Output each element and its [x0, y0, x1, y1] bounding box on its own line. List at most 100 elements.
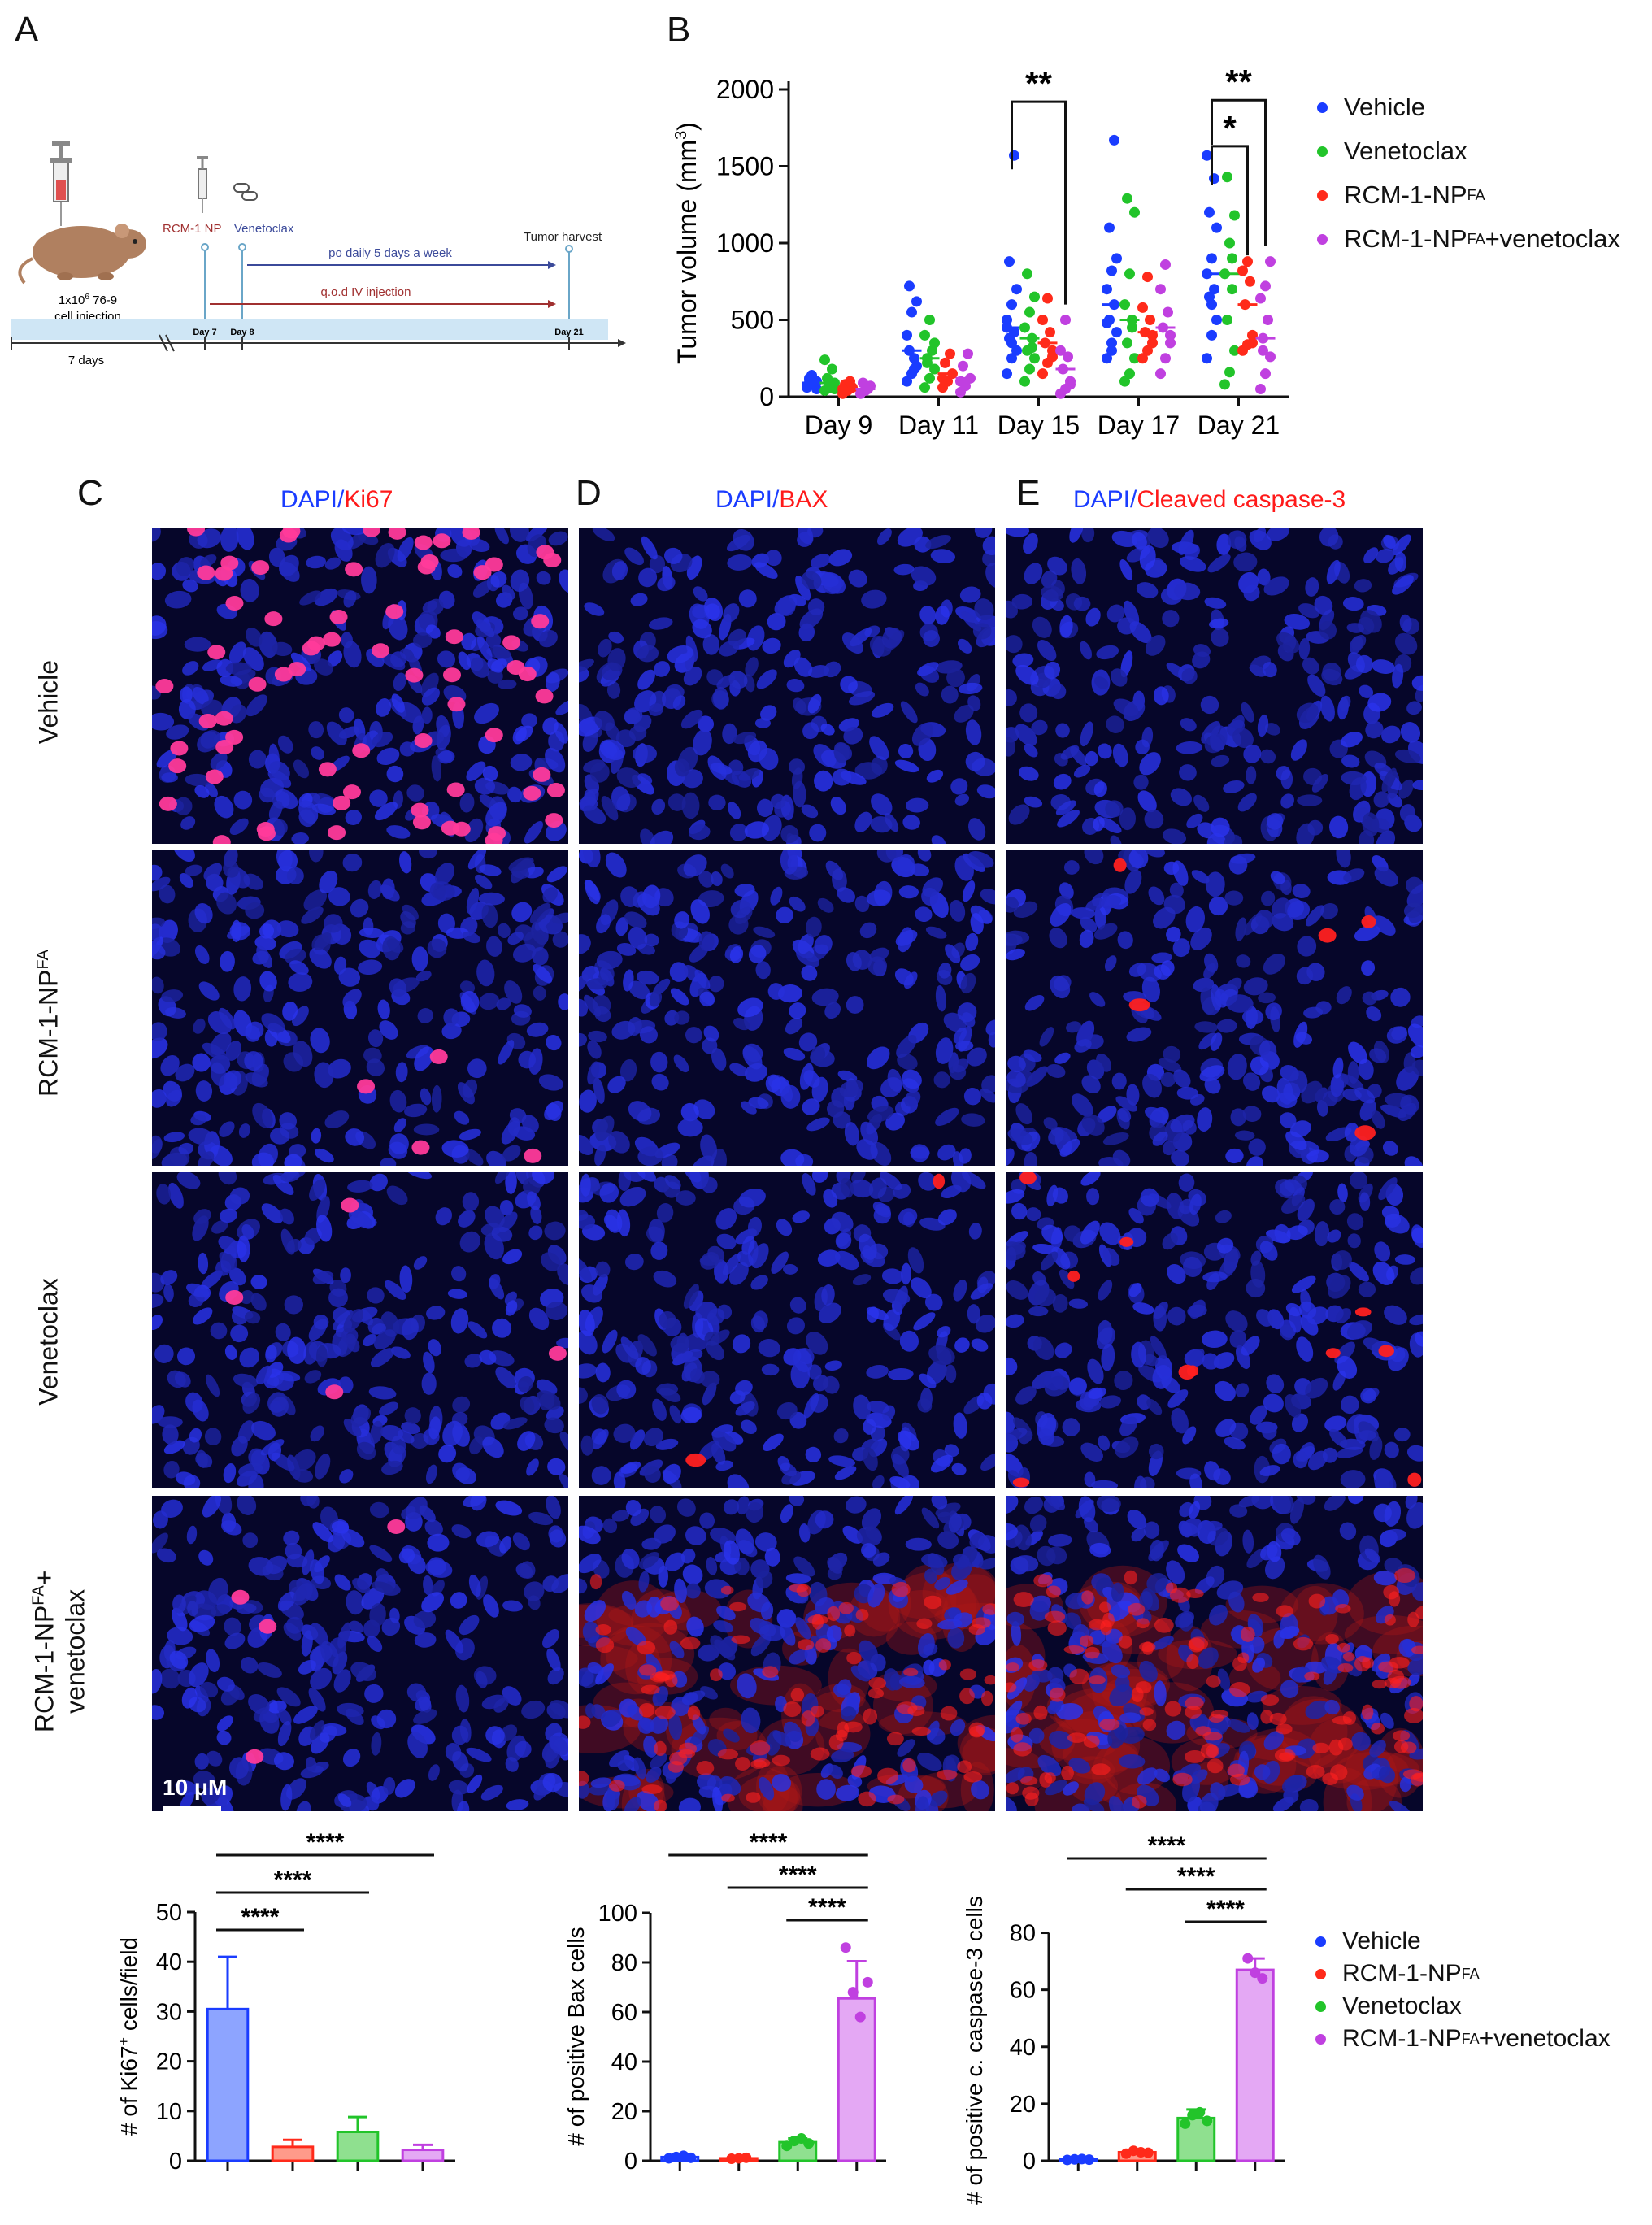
- y-tick-label: 1500: [716, 152, 774, 181]
- data-point-venetoclax: [1224, 367, 1235, 378]
- data-point-vehicle: [1006, 299, 1017, 311]
- data-point-vehicle: [909, 353, 919, 364]
- data-point-vehicle: [1209, 173, 1219, 185]
- data-point-venetoclax: [1127, 315, 1137, 325]
- day8-label: Day 8: [230, 328, 254, 337]
- data-point-venetoclax: [1029, 353, 1040, 364]
- data-point-venetoclax: [819, 354, 830, 366]
- data-point-venetoclax: [1224, 237, 1235, 249]
- data-point-venetoclax: [803, 2138, 815, 2149]
- data-point-venetoclax: [1024, 363, 1035, 375]
- legend-item-vehicle: Vehicle: [1317, 85, 1620, 129]
- y-tick-label: 60: [611, 2000, 637, 2026]
- micrograph-r3-c2: [579, 1172, 995, 1488]
- syringe-icon: [50, 141, 72, 226]
- legend-item-combo: RCM-1-NP FA +venetoclax: [1317, 217, 1620, 261]
- data-point-vehicle: [1002, 368, 1012, 380]
- data-point-venetoclax: [1122, 337, 1132, 349]
- tumor-harvest-label: Tumor harvest: [524, 230, 602, 244]
- data-point-vehicle: [1206, 299, 1217, 311]
- y-tick-label: 80: [611, 1950, 637, 1976]
- data-point-vehicle: [1006, 353, 1017, 364]
- data-point-rcm: [1142, 345, 1153, 356]
- data-point-vehicle: [1106, 265, 1117, 276]
- data-point-vehicle: [1102, 284, 1112, 295]
- data-point-venetoclax: [1229, 210, 1240, 221]
- y-tick-label: 10: [156, 2099, 182, 2125]
- data-point-combo: [1255, 384, 1266, 395]
- data-point-vehicle: [1202, 150, 1212, 161]
- data-point-vehicle: [1109, 134, 1119, 146]
- bar-vehicle: [206, 2007, 250, 2162]
- y-tick-label: 40: [156, 1949, 182, 1975]
- data-point-venetoclax: [924, 372, 935, 384]
- legend-b: Vehicle Venetoclax RCM-1-NP FA RCM-1-NP FA…: [1317, 85, 1620, 261]
- panel-label-c: C: [77, 473, 103, 513]
- data-point-vehicle: [1009, 150, 1019, 161]
- data-point-venetoclax: [1229, 345, 1240, 356]
- data-point-vehicle: [1209, 284, 1219, 295]
- legend-bottom: Vehicle RCM-1-NP FA Venetoclax RCM-1-NP FA…: [1315, 1925, 1611, 2055]
- bar-combo: [401, 2149, 445, 2162]
- y-tick-label: 1000: [716, 228, 774, 258]
- mouse-icon: [18, 224, 146, 285]
- sig-marker: ****: [779, 1862, 817, 1888]
- bar-combo: [1235, 1968, 1275, 2162]
- micrograph-r4-c1: [152, 1496, 568, 1811]
- sig-bracket: [1011, 100, 1067, 305]
- data-point-venetoclax: [1219, 379, 1230, 390]
- seven-days-label: 7 days: [68, 354, 104, 367]
- data-point-venetoclax: [1124, 368, 1135, 380]
- data-point-combo: [863, 384, 873, 395]
- data-point-combo: [1265, 256, 1276, 267]
- data-point-combo: [1160, 259, 1171, 270]
- data-point-combo: [1155, 284, 1166, 295]
- x-tick-label: Day 21: [1198, 411, 1280, 440]
- data-point-vehicle: [1011, 284, 1022, 295]
- qod-label: q.o.d IV injection: [321, 285, 411, 299]
- pill-icon: [233, 183, 258, 201]
- data-point-vehicle: [911, 296, 922, 307]
- micrograph-r1-c3: [1006, 528, 1423, 844]
- data-point-combo: [1260, 280, 1271, 292]
- caspase-bar-chart: 0 20 40 60 80 # of positive c. caspase-3 cell…: [962, 1832, 1285, 2205]
- data-point-vehicle: [904, 345, 915, 356]
- data-point-combo: [1258, 332, 1268, 344]
- data-point-combo: [1065, 379, 1076, 390]
- data-point-combo: [965, 372, 976, 384]
- data-point-rcm: [1045, 327, 1055, 338]
- micrograph-r4-c3: [1006, 1496, 1423, 1811]
- data-point-venetoclax: [1122, 193, 1132, 204]
- data-point-venetoclax: [1222, 315, 1232, 325]
- data-point-venetoclax: [929, 363, 940, 375]
- rcm-np-label: RCM-1 NP: [163, 222, 222, 236]
- data-point-venetoclax: [1222, 172, 1232, 183]
- venetoclax-label: Venetoclax: [234, 222, 294, 236]
- data-point-venetoclax: [919, 329, 930, 341]
- micrograph-r1-c1: [152, 528, 568, 844]
- data-point-vehicle: [1202, 268, 1212, 280]
- data-point-venetoclax: [1219, 268, 1230, 280]
- data-point-venetoclax: [1129, 353, 1140, 364]
- row-label-vehicle: Vehicle: [33, 659, 63, 745]
- data-point-combo: [1250, 1967, 1261, 1979]
- micrograph-r3-c3: [1006, 1172, 1423, 1488]
- data-point-rcm: [1237, 265, 1248, 276]
- data-point-rcm: [1247, 329, 1258, 341]
- data-point-vehicle: [1106, 337, 1117, 349]
- legend2-item-vehicle: Vehicle: [1315, 1925, 1611, 1958]
- data-point-venetoclax: [922, 357, 933, 368]
- data-point-combo: [1257, 1973, 1268, 1984]
- data-point-rcm: [1042, 293, 1053, 304]
- data-point-rcm: [741, 2152, 752, 2163]
- sig-marker: **: [1225, 63, 1252, 101]
- data-point-rcm: [1145, 315, 1155, 325]
- data-point-combo: [1265, 351, 1276, 363]
- y-tick-label: 500: [731, 306, 774, 335]
- data-point-vehicle: [1211, 222, 1222, 233]
- title-d: DAPI/BAX: [715, 486, 828, 513]
- data-point-combo: [958, 360, 968, 372]
- y-tick-label: 30: [156, 1999, 182, 2025]
- bar-rcm: [271, 2145, 315, 2162]
- data-point-venetoclax: [1227, 253, 1237, 264]
